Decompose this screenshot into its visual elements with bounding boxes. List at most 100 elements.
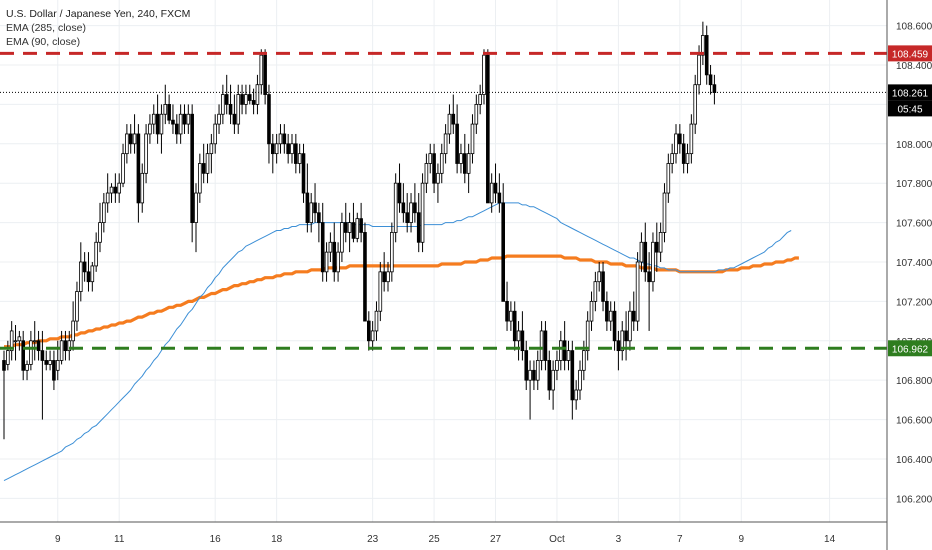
x-tick-label: 9	[55, 534, 61, 545]
candle-body	[655, 241, 659, 253]
candle-body	[82, 261, 87, 273]
candle-body	[478, 94, 482, 105]
candle-body	[474, 104, 479, 125]
candle-body	[155, 113, 160, 135]
candle-body	[190, 113, 194, 223]
ema-90-line	[3, 202, 792, 482]
candle-body	[359, 218, 363, 233]
candle-body	[439, 153, 444, 174]
candle-body	[451, 113, 456, 125]
candle-body	[532, 369, 536, 381]
candle-body	[501, 202, 505, 302]
candle-body	[228, 104, 233, 115]
candle-body	[317, 212, 321, 223]
candle-body	[608, 310, 613, 322]
candle-body	[174, 123, 179, 135]
candle-body	[432, 153, 436, 184]
candle-body	[370, 330, 375, 342]
last-price-label: 108.261	[892, 88, 929, 99]
candle-body	[662, 192, 667, 233]
candle-body	[428, 153, 433, 164]
candle-body	[86, 271, 91, 283]
candle-body	[55, 360, 60, 371]
candle-body	[620, 330, 625, 352]
y-tick-label: 106.400	[896, 455, 932, 466]
candle-body	[140, 172, 145, 204]
candle-body	[689, 123, 694, 155]
candle-body	[167, 104, 171, 121]
candle-body	[509, 310, 513, 322]
candle-body	[324, 251, 329, 273]
candle-body	[267, 94, 271, 145]
candle-body	[255, 84, 260, 105]
candle-body	[259, 54, 264, 86]
candle-body	[328, 241, 333, 253]
candle-body	[209, 143, 214, 155]
y-tick-label: 108.600	[896, 22, 932, 33]
x-tick-label: 23	[367, 534, 379, 545]
y-tick-label: 108.000	[896, 140, 932, 151]
candle-body	[674, 133, 678, 155]
candle-body	[148, 123, 152, 135]
y-tick-label: 106.200	[896, 494, 932, 505]
candle-body	[301, 153, 306, 194]
candle-body	[320, 222, 325, 273]
candle-body	[6, 350, 10, 365]
candle-body	[539, 330, 544, 361]
candle-body	[562, 340, 567, 361]
candle-body	[363, 232, 367, 322]
candle-body	[194, 192, 198, 223]
candle-body	[374, 310, 379, 332]
candle-body	[125, 133, 129, 155]
x-tick-label: 18	[271, 534, 283, 545]
candle-body	[21, 340, 25, 371]
candle-body	[670, 153, 674, 164]
candle-body	[128, 133, 133, 145]
candle-body	[178, 113, 183, 135]
candle-body	[282, 133, 287, 145]
candle-body	[144, 133, 148, 174]
candle-body	[244, 94, 248, 105]
candle-body	[151, 113, 156, 125]
support-price-label: 106.962	[892, 344, 929, 355]
last-price-label-bg	[888, 84, 932, 101]
candle-body	[551, 369, 555, 391]
candle-body	[405, 212, 409, 223]
x-tick-label: 27	[490, 534, 502, 545]
candle-body	[616, 340, 621, 352]
candle-body	[413, 202, 417, 214]
candle-body	[486, 54, 490, 204]
candle-body	[420, 182, 425, 243]
candle-body	[528, 369, 532, 381]
x-tick-label: 7	[677, 534, 683, 545]
x-tick-label: 16	[210, 534, 222, 545]
candle-body	[482, 54, 486, 95]
resistance-price-label-bg	[888, 45, 932, 62]
y-tick-label: 106.800	[896, 376, 932, 387]
candle-body	[186, 113, 191, 125]
candle-body	[355, 218, 360, 239]
candle-body	[555, 360, 559, 371]
x-tick-label: 3	[616, 534, 622, 545]
price-labels: 108.459 108.261 05:45 106.962	[888, 45, 932, 357]
y-tick-label: 106.600	[896, 416, 932, 427]
candle-body	[489, 182, 494, 204]
candle-body	[678, 133, 682, 145]
candle-body	[416, 212, 421, 243]
candlestick-series	[2, 21, 717, 440]
legend-ema-285: EMA (285, close)	[6, 22, 86, 34]
candle-body	[351, 222, 356, 239]
countdown-label-bg	[888, 100, 932, 117]
candle-body	[294, 143, 298, 164]
candle-body	[247, 94, 252, 101]
ema-90-series	[3, 202, 792, 482]
candle-body	[205, 153, 210, 174]
candle-body	[343, 222, 348, 233]
grid-lines	[0, 0, 887, 522]
support-price-label-bg	[888, 340, 932, 357]
candle-body	[270, 143, 275, 155]
x-tick-label: 14	[824, 534, 836, 545]
candle-body	[436, 172, 440, 184]
candle-body	[121, 153, 125, 184]
